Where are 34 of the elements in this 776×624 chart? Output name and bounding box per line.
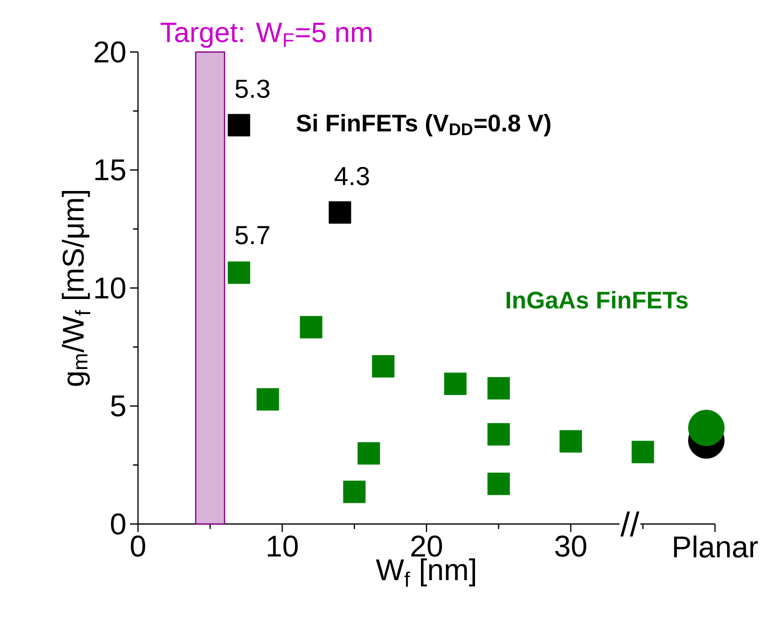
point	[256, 388, 280, 411]
point	[372, 355, 394, 378]
point	[228, 114, 250, 136]
y-axis-title: g$_{m}$/W$_{f}$ [mS/μm]	[62, 191, 90, 386]
x-tick-label: 20	[411, 536, 442, 557]
annotation: 5.3	[235, 80, 270, 98]
y-tick-label: 0	[110, 513, 126, 535]
x-tick-label: 0	[130, 536, 146, 557]
y-tick-label: 20	[94, 41, 126, 63]
point	[328, 201, 352, 224]
y-tick-label: 5	[110, 396, 126, 416]
point	[444, 372, 467, 396]
point	[560, 430, 582, 453]
point	[300, 316, 322, 338]
text: InGaAs FinFETs	[506, 290, 688, 309]
point	[343, 480, 366, 504]
y-tick-label: 10	[95, 277, 126, 299]
point	[487, 377, 510, 400]
point	[228, 261, 250, 284]
y-tick-label: 15	[95, 160, 126, 180]
point	[487, 472, 510, 496]
point	[487, 423, 510, 446]
x-tick-label: Planar	[674, 536, 758, 558]
x-axis-title: W$_{f}$ [nm]	[376, 558, 476, 587]
x-tick-label: 30	[555, 536, 586, 557]
annotation: 4.3	[334, 166, 369, 186]
band-label: Target: W$_{F}$=5 nm	[160, 22, 372, 48]
annotation: //	[620, 512, 640, 536]
x-tick-label: 10	[268, 536, 298, 557]
series-label: Si FinFETs (V$_{DD}$=0.8 V)	[296, 114, 550, 136]
point	[688, 410, 725, 446]
annotation: 5.7	[235, 226, 270, 244]
point	[358, 442, 380, 465]
point	[632, 440, 654, 464]
